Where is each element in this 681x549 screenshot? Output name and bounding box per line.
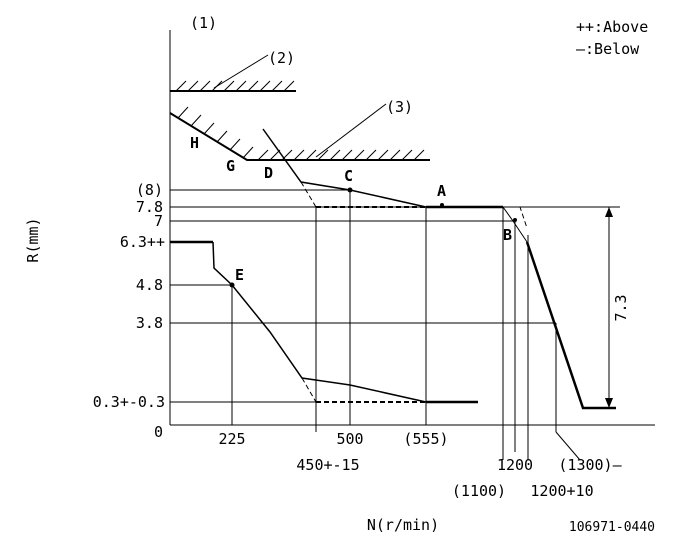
x-tick-1200: 1200 [497, 456, 533, 474]
vertical-lines [231, 190, 581, 461]
x-tick-225: 225 [218, 430, 245, 448]
x-tick-555: (555) [403, 430, 448, 448]
y-tick-0: 0 [154, 423, 163, 441]
point-label-h: H [190, 134, 199, 152]
x-tick-1200-10: 1200+10 [530, 482, 593, 500]
y-tick-6-3: 6.3++ [120, 233, 165, 251]
y-tick-0-3: 0.3+-0.3 [93, 393, 165, 411]
reference-lines [170, 189, 620, 403]
point-label-c: C [344, 167, 353, 185]
callout-3: (3) [386, 98, 413, 116]
callout-1: (1) [190, 14, 217, 32]
x-axis-label: N(r/min) [367, 516, 439, 534]
dimension-label: 7.3 [612, 294, 630, 321]
leader-2 [213, 54, 269, 89]
x-tick-450: 450+-15 [296, 456, 359, 474]
x-tick-500: 500 [336, 430, 363, 448]
point-markers [229, 187, 517, 288]
point-label-g: G [226, 157, 235, 175]
point-label-b: B [503, 226, 512, 244]
x-tick-1100: (1100) [452, 482, 506, 500]
callout-2: (2) [268, 49, 295, 67]
y-tick-7: 7 [154, 212, 163, 230]
figure-id: 106971-0440 [569, 520, 655, 535]
stop-line-2 [170, 80, 296, 92]
full-load-curve [262, 128, 616, 410]
y-tick-3-8: 3.8 [136, 314, 163, 332]
point-label-d: D [264, 164, 273, 182]
legend-below: —:Below [576, 40, 640, 58]
leader-3 [315, 103, 387, 158]
legend-above: ++:Above [576, 18, 648, 36]
point-label-e: E [235, 266, 244, 284]
stop-line-3 [169, 106, 430, 161]
y-tick-8: (8) [136, 181, 163, 199]
y-tick-4-8: 4.8 [136, 276, 163, 294]
x-tick-1300: (1300)— [558, 456, 622, 474]
idle-curve [170, 240, 478, 404]
y-axis-label: R(mm) [24, 217, 42, 262]
point-label-a: A [437, 182, 446, 200]
dimension-7-3 [605, 207, 613, 408]
y-tick-7-8: 7.8 [136, 198, 163, 216]
